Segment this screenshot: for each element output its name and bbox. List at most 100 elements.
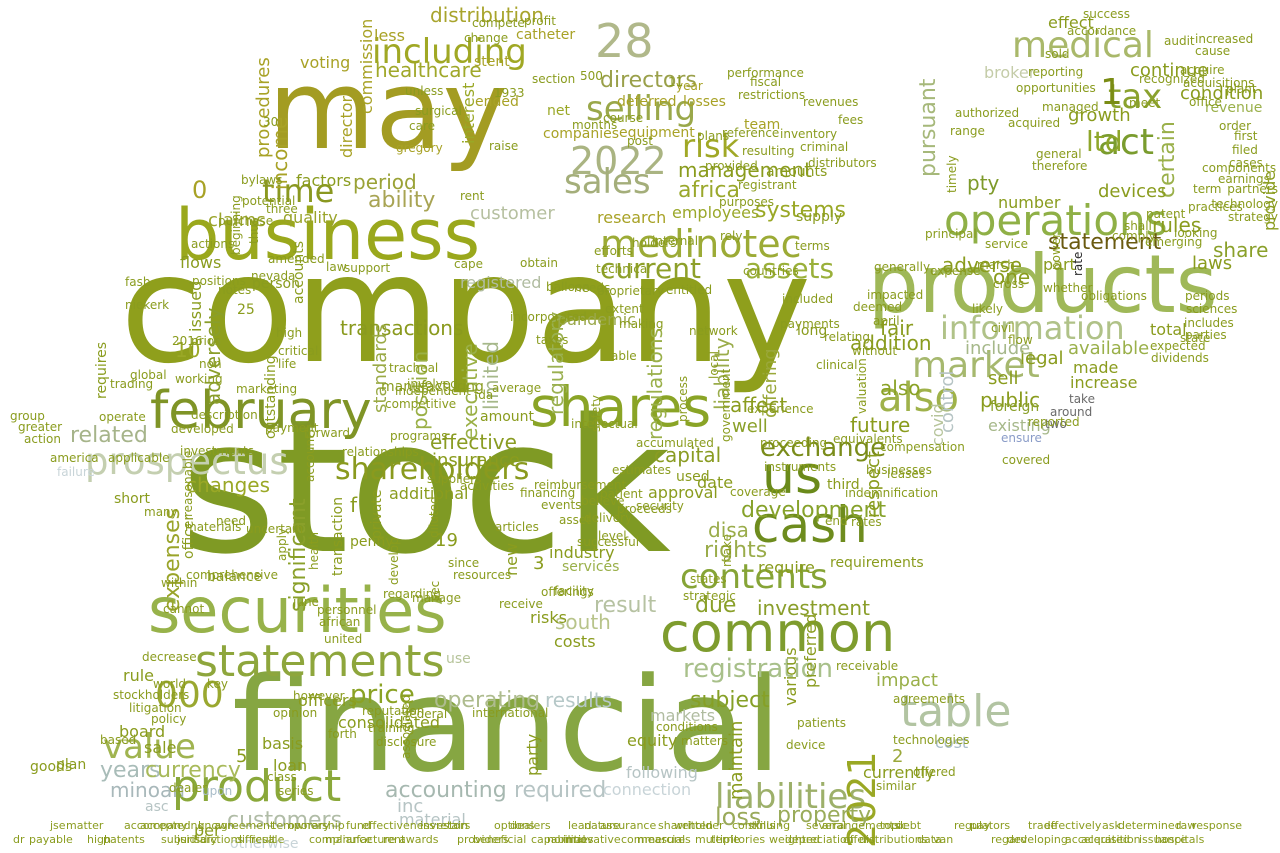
cloud-word: prospectus bbox=[85, 440, 289, 483]
cloud-word: normal bbox=[547, 833, 586, 846]
cloud-word: flow bbox=[1008, 333, 1033, 347]
cloud-word: issuance bbox=[1139, 833, 1188, 846]
cloud-word: consolidated bbox=[338, 713, 440, 732]
cloud-word: health bbox=[307, 532, 321, 570]
cloud-word: use bbox=[446, 651, 471, 667]
cloud-word: strategy bbox=[1227, 210, 1278, 224]
cloud-word: insurance bbox=[432, 450, 521, 471]
cloud-word: commercial bbox=[621, 833, 686, 846]
cloud-word: terms bbox=[795, 239, 830, 253]
cloud-word: able bbox=[611, 349, 637, 363]
cloud-word: order bbox=[1219, 119, 1251, 133]
cloud-word: internal bbox=[652, 234, 699, 248]
cloud-word: resale bbox=[251, 833, 285, 846]
cloud-word: impacted bbox=[867, 288, 924, 302]
cloud-word: affect bbox=[730, 393, 788, 417]
cloud-word: effectiveness bbox=[362, 819, 436, 832]
cloud-word: effective bbox=[430, 430, 517, 454]
cloud-word: pay bbox=[970, 819, 991, 832]
cloud-word: timely bbox=[945, 155, 959, 193]
cloud-word: proceeding bbox=[760, 436, 828, 450]
cloud-word: healthcare bbox=[375, 58, 482, 82]
cloud-word: accordance bbox=[1067, 24, 1137, 38]
cloud-word: within bbox=[161, 576, 198, 590]
cloud-word: notes bbox=[218, 283, 252, 297]
cloud-word: service bbox=[985, 237, 1028, 251]
cloud-word: net bbox=[547, 103, 570, 119]
cloud-word: term bbox=[1193, 182, 1222, 196]
cloud-word: year bbox=[676, 79, 703, 93]
cloud-word: amended bbox=[268, 252, 325, 266]
cloud-word: property bbox=[777, 803, 872, 828]
cloud-word: april bbox=[873, 314, 900, 328]
cloud-word: loss bbox=[715, 803, 762, 831]
cloud-word: difficult bbox=[235, 833, 277, 846]
cloud-word: ltd bbox=[1086, 125, 1123, 158]
cloud-word: shares bbox=[530, 375, 712, 439]
cloud-word: temporary bbox=[272, 819, 330, 832]
cloud-word: compliance bbox=[309, 833, 373, 846]
cloud-word: shareholders bbox=[335, 452, 530, 487]
cloud-word: interest bbox=[459, 82, 478, 144]
cloud-word: research bbox=[597, 208, 667, 227]
cloud-word: need bbox=[216, 514, 246, 528]
cloud-word: description bbox=[191, 408, 258, 422]
cloud-word: civil bbox=[991, 321, 1015, 335]
cloud-word: stent bbox=[474, 54, 510, 70]
cloud-word: impact bbox=[876, 670, 938, 691]
cloud-word: profit bbox=[524, 14, 556, 28]
cloud-word: rights bbox=[704, 538, 768, 563]
cloud-word: countries bbox=[743, 264, 799, 278]
cloud-word: world bbox=[153, 677, 187, 691]
cloud-word: disa bbox=[708, 518, 749, 542]
cloud-word: reported bbox=[1028, 415, 1080, 429]
cloud-word: competitive bbox=[385, 397, 457, 411]
cloud-word: life bbox=[278, 357, 297, 371]
cloud-word: legal bbox=[1020, 348, 1064, 369]
cloud-word: provided bbox=[705, 159, 758, 173]
cloud-word: cross bbox=[993, 277, 1025, 291]
cloud-word: adverse bbox=[942, 253, 1023, 277]
cloud-word: change bbox=[464, 31, 509, 45]
cloud-word: nature bbox=[584, 819, 621, 832]
cloud-word: van bbox=[933, 833, 954, 846]
cloud-word: companies bbox=[543, 126, 620, 142]
cloud-word: amount bbox=[480, 409, 535, 425]
cloud-word: distributions bbox=[859, 833, 928, 846]
cloud-word: critical bbox=[278, 344, 319, 358]
cloud-word: clinical bbox=[816, 358, 858, 372]
cloud-word: security bbox=[636, 499, 684, 513]
cloud-word: used bbox=[676, 469, 710, 485]
cloud-word: key bbox=[207, 677, 229, 691]
cloud-word: account bbox=[303, 434, 317, 482]
cloud-word: industry bbox=[549, 543, 615, 562]
cloud-word: require bbox=[758, 558, 815, 577]
cloud-word: device bbox=[786, 738, 826, 752]
cloud-word: lead bbox=[568, 819, 592, 832]
cloud-word: common bbox=[660, 601, 896, 664]
cloud-word: 2022 bbox=[570, 139, 667, 183]
cloud-word: contents bbox=[680, 557, 828, 597]
cloud-word: devices bbox=[1098, 181, 1167, 202]
cloud-word: changes bbox=[186, 473, 271, 497]
cloud-word: section bbox=[532, 72, 576, 86]
cloud-word: equity bbox=[627, 731, 678, 750]
cloud-word: businesses bbox=[866, 463, 932, 477]
cloud-word: rent bbox=[460, 189, 485, 203]
cloud-word: ensure bbox=[1001, 431, 1042, 445]
cloud-word: since bbox=[448, 556, 480, 570]
cloud-word: deemed bbox=[853, 300, 903, 314]
cloud-word: results bbox=[545, 688, 613, 712]
cloud-word: information bbox=[940, 309, 1125, 347]
cloud-word: patient bbox=[600, 487, 643, 501]
cloud-word: markets bbox=[650, 706, 716, 725]
cloud-word: payments bbox=[780, 317, 840, 331]
cloud-word: agreements bbox=[893, 692, 966, 706]
cloud-word: niekerk bbox=[125, 298, 170, 312]
cloud-word: government bbox=[719, 368, 733, 442]
cloud-word: equivalents bbox=[833, 432, 903, 446]
cloud-word: part bbox=[1043, 255, 1076, 274]
cloud-word: ownership bbox=[288, 819, 345, 832]
cloud-word: reputation bbox=[362, 704, 425, 718]
cloud-word: authorized bbox=[955, 106, 1020, 120]
